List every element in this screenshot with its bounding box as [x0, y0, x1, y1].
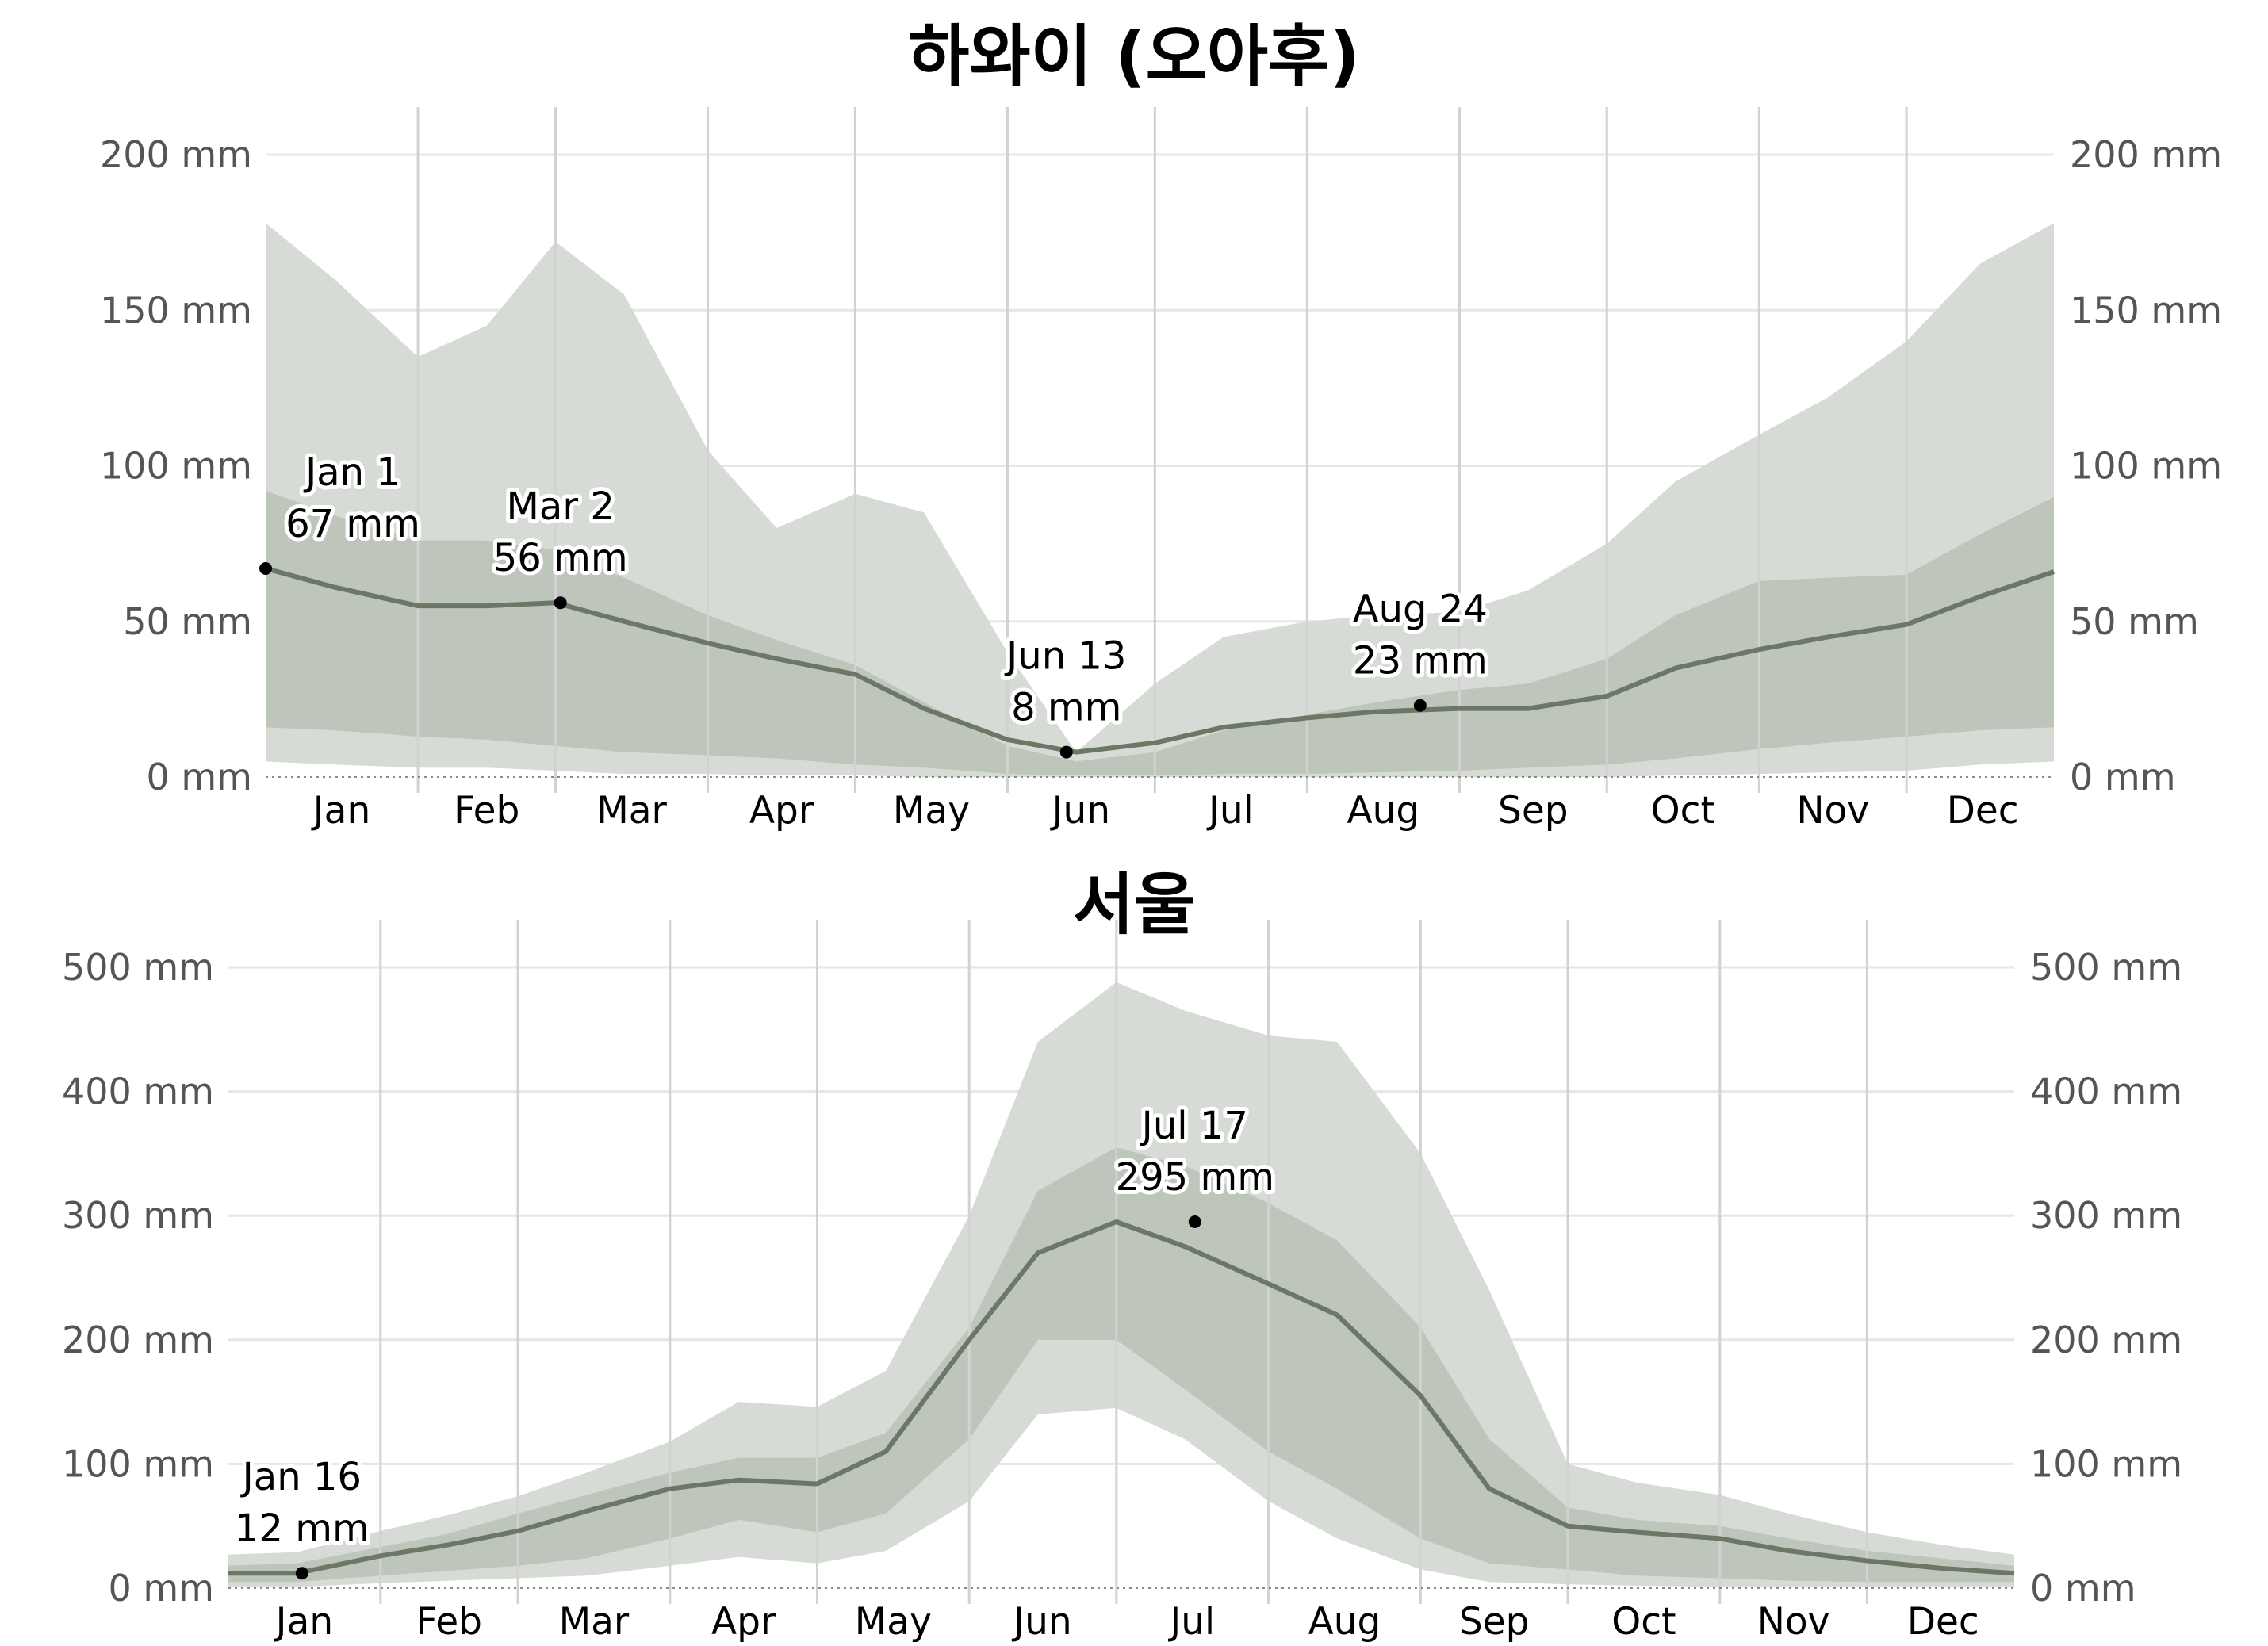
month-label-oct: Oct: [1611, 1600, 1676, 1644]
y-tick-label-right: 0 mm: [2070, 756, 2176, 798]
annotation-point: [295, 1567, 308, 1580]
y-tick-label-left: 150 mm: [100, 289, 252, 331]
annotation-value: 8 mm: [1011, 686, 1121, 730]
band-25-75-percentile: [228, 1147, 2014, 1583]
annotation-value: 295 mm: [1116, 1155, 1274, 1200]
month-label-jun: Jun: [1050, 789, 1110, 833]
y-tick-label-right: 500 mm: [2030, 946, 2182, 989]
annotation-point: [1059, 745, 1073, 759]
chart-title-oahu: 하와이 (오아후): [908, 17, 1360, 95]
y-tick-label-left: 0 mm: [146, 756, 252, 798]
month-label-feb: Feb: [416, 1600, 482, 1644]
month-label-feb: Feb: [454, 789, 519, 833]
y-tick-label-left: 300 mm: [62, 1194, 214, 1237]
y-tick-label-right: 100 mm: [2070, 445, 2222, 488]
y-tick-label-right: 50 mm: [2070, 600, 2199, 643]
y-tick-label-left: 500 mm: [62, 946, 214, 989]
month-label-sep: Sep: [1459, 1600, 1530, 1644]
month-label-jul: Jul: [1167, 1600, 1215, 1644]
month-label-may: May: [893, 789, 970, 833]
annotation-date: Jan 16: [240, 1455, 362, 1499]
month-label-aug: Aug: [1347, 789, 1419, 833]
y-tick-label-right: 400 mm: [2030, 1070, 2182, 1113]
month-label-aug: Aug: [1308, 1600, 1381, 1644]
month-label-jul: Jul: [1206, 789, 1254, 833]
month-label-apr: Apr: [749, 789, 814, 833]
annotation-point: [1188, 1215, 1201, 1229]
y-tick-label-left: 100 mm: [100, 445, 252, 488]
annotation-value: 67 mm: [285, 502, 420, 546]
annotation-date: Jun 13: [1004, 634, 1126, 679]
month-label-oct: Oct: [1651, 789, 1715, 833]
month-label-mar: Mar: [596, 789, 667, 833]
y-tick-label-right: 200 mm: [2030, 1319, 2182, 1361]
y-tick-label-right: 0 mm: [2030, 1567, 2136, 1610]
annotation-point: [1413, 699, 1427, 712]
month-label-sep: Sep: [1498, 789, 1569, 833]
month-label-may: May: [855, 1600, 932, 1644]
y-tick-label-right: 200 mm: [2070, 133, 2222, 176]
annotation-point: [259, 562, 272, 576]
annotation-date: Mar 2: [507, 484, 615, 529]
annotation-date: Jan 1: [303, 450, 400, 495]
month-label-apr: Apr: [711, 1600, 776, 1644]
month-label-nov: Nov: [1796, 789, 1869, 833]
y-tick-label-right: 100 mm: [2030, 1442, 2182, 1485]
month-label-nov: Nov: [1757, 1600, 1830, 1644]
y-tick-label-left: 200 mm: [62, 1319, 214, 1361]
y-tick-label-left: 50 mm: [123, 600, 252, 643]
annotation-date: Jul 17: [1140, 1104, 1248, 1148]
month-label-dec: Dec: [1907, 1600, 1979, 1644]
y-tick-label-right: 150 mm: [2070, 289, 2222, 331]
chart-title-seoul: 서울: [1073, 866, 1196, 944]
seoul-precipitation-chart: 0 mm 0 mm 100 mm 100 mm 200 mm 200 mm 300 mm 30…: [62, 920, 2182, 1644]
month-label-jun: Jun: [1011, 1600, 1071, 1644]
annotation-value: 56 mm: [493, 536, 628, 580]
y-tick-label-left: 0 mm: [108, 1567, 214, 1610]
month-label-jan: Jan: [274, 1600, 333, 1644]
annotation-value: 23 mm: [1353, 639, 1488, 683]
median-line: [228, 1219, 2015, 1576]
annotation-date: Aug 24: [1353, 588, 1488, 632]
month-label-mar: Mar: [559, 1600, 630, 1644]
month-label-jan: Jan: [311, 789, 370, 833]
y-tick-label-left: 400 mm: [62, 1070, 214, 1113]
oahu-precipitation-chart: 0 mm 0 mm 50 mm 50 mm 100 mm 100 mm 150 mm 150 …: [100, 107, 2222, 833]
month-label-dec: Dec: [1947, 789, 2019, 833]
y-tick-label-left: 200 mm: [100, 133, 252, 176]
annotation-point: [554, 596, 567, 610]
y-tick-label-right: 300 mm: [2030, 1194, 2182, 1237]
annotation-value: 12 mm: [235, 1506, 370, 1551]
y-tick-label-left: 100 mm: [62, 1442, 214, 1485]
